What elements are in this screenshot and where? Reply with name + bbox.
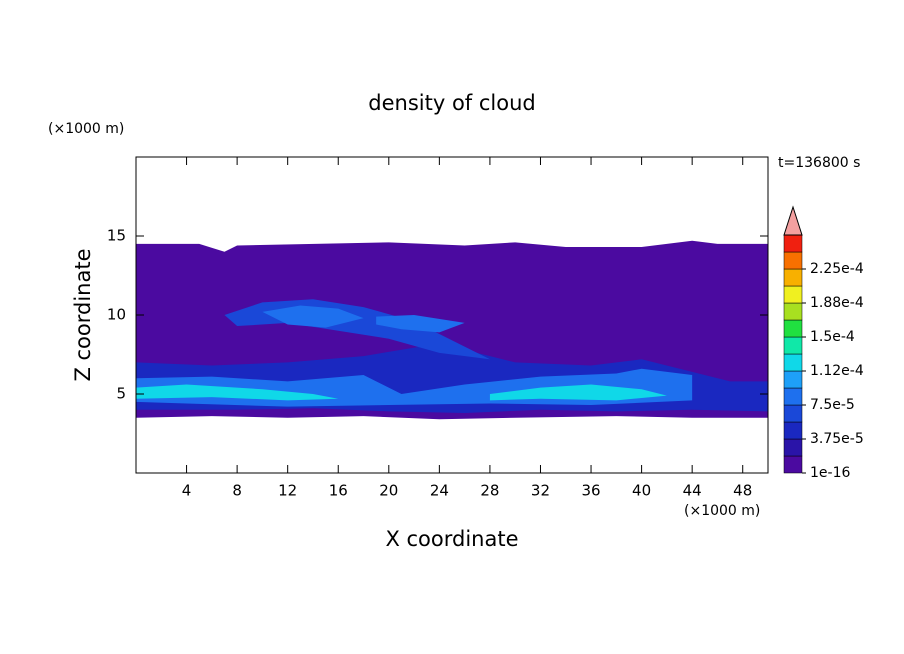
x-tick-label: 24 [430,482,449,500]
x-axis-label: X coordinate [385,527,518,551]
x-tick-label: 36 [581,482,600,500]
y-tick-label: 10 [107,306,126,324]
colorbar-tick-label: 3.75e-5 [810,431,864,447]
colorbar-tick-label: 2.25e-4 [810,261,864,277]
chart-title: density of cloud [368,91,535,115]
x-tick-label: 40 [632,482,651,500]
y-axis-label: Z coordinate [71,248,95,381]
x-tick-label: 28 [480,482,499,500]
colorbar-band [783,302,803,321]
colorbar-extend [783,205,803,236]
colorbar-band [783,234,803,253]
colorbar-band [783,251,803,270]
x-tick-label: 44 [683,482,702,500]
contour-region [262,305,364,328]
x-tick-label: 48 [733,482,752,500]
colorbar-band [783,387,803,406]
colorbar-tick-label: 1.5e-4 [810,329,855,345]
y-tick-label: 15 [107,227,126,245]
colorbar-tick-label: 7.5e-5 [810,397,855,413]
colorbar-band [783,370,803,389]
colorbar-band [783,421,803,440]
contour-region [376,315,465,333]
x-tick-label: 12 [278,482,297,500]
y-unit: (×1000 m) [48,121,124,137]
colorbar-band [783,319,803,338]
colorbar-band [783,353,803,372]
colorbar-band [783,438,803,457]
colorbar-tick-label: 1.88e-4 [810,295,864,311]
colorbar-tick-label: 1.12e-4 [810,363,864,379]
x-tick-label: 20 [379,482,398,500]
x-tick-label: 32 [531,482,550,500]
colorbar-band [783,336,803,355]
contour-region [489,384,667,401]
x-unit: (×1000 m) [684,503,760,519]
time-label: t=136800 s [778,155,860,171]
contour-region [136,384,339,401]
x-tick-label: 4 [182,482,192,500]
colorbar-band [783,404,803,423]
y-tick-label: 5 [116,385,126,403]
colorbar-band [783,455,803,474]
colorbar-band [783,285,803,304]
colorbar-band [783,268,803,287]
x-tick-label: 8 [232,482,242,500]
x-tick-label: 16 [329,482,348,500]
colorbar-tick-label: 1e-16 [810,465,850,481]
